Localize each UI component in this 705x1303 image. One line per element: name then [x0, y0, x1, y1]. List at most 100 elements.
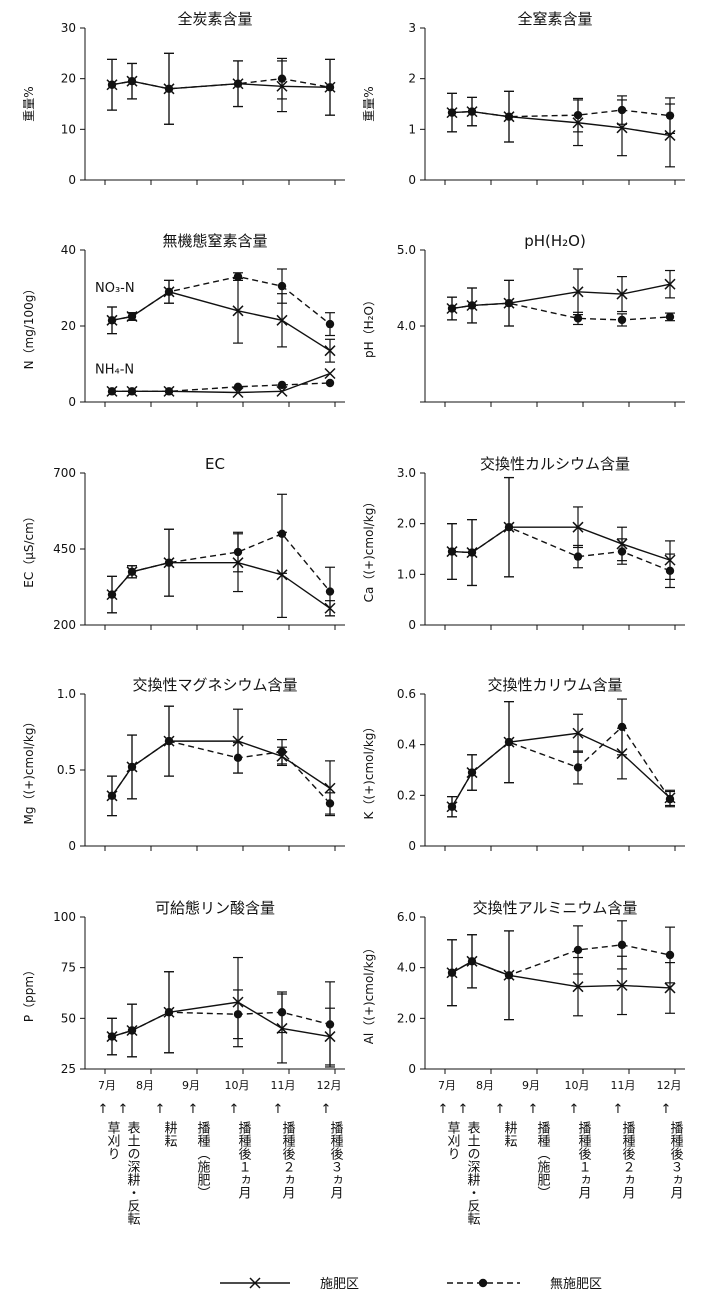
series-line: [111, 1001, 331, 1038]
x-month-label: 11月: [611, 1079, 636, 1092]
data-point: [467, 301, 477, 310]
y-tick-label: 30: [61, 21, 76, 35]
series-line: [451, 960, 671, 989]
data-point: [617, 940, 627, 950]
y-tick-label: 2: [408, 72, 416, 86]
panel-title: 交換性カリウム含量: [487, 676, 622, 694]
chart-panel-0: 全炭素含量 0 10 20 30 重量%: [22, 10, 345, 187]
data-point: [325, 378, 335, 388]
legend-label-fert: 施肥区: [320, 1277, 359, 1292]
event-label: 表土の深耕・反転: [465, 1121, 481, 1226]
data-point: [277, 1008, 287, 1017]
data-point: [233, 79, 243, 88]
series-line: [451, 725, 671, 808]
series-nofert: [447, 920, 675, 1021]
y-tick-label: 0: [408, 839, 416, 853]
series-line: [451, 110, 671, 137]
legend-label-nofert: 無施肥区: [550, 1277, 602, 1292]
event-label: 播種（施肥）: [195, 1121, 211, 1199]
chart-panel-2: 無機態窒素含量 0 20 40 N（mg/100g） NO₃-N NH₄-N: [22, 232, 345, 409]
x-month-label: 7月: [98, 1079, 116, 1092]
y-axis-label: 重量%: [362, 86, 376, 121]
y-tick-label: 2.0: [397, 1011, 416, 1025]
data-point: [127, 312, 137, 321]
legend: 施肥区 無施肥区: [220, 1277, 602, 1292]
panel-title: 交換性カルシウム含量: [480, 455, 630, 473]
data-point: [164, 387, 174, 396]
series-line: [111, 1011, 331, 1038]
series-line: [111, 561, 331, 609]
data-point: [665, 950, 675, 960]
series-nofert: [447, 279, 675, 327]
data-point: [232, 735, 244, 747]
data-point: [665, 111, 675, 120]
y-tick-label: 75: [61, 961, 76, 975]
legend-marker-nofert: [478, 1278, 488, 1288]
data-point: [127, 387, 137, 396]
data-point: [164, 558, 174, 567]
event-arrow: ↑: [495, 1102, 506, 1117]
data-point: [233, 1010, 243, 1019]
series-fert: [446, 930, 676, 1021]
event-arrow: ↑: [569, 1102, 580, 1117]
event-arrow: ↑: [273, 1102, 284, 1117]
series-line: [112, 382, 331, 393]
series-nofert: [447, 698, 675, 818]
data-point: [447, 802, 457, 811]
series-line: [111, 532, 331, 596]
chart-panel-7: 交換性カリウム含量 0 0.2 0.4 0.6 K（(+)cmol/kg）: [362, 676, 685, 853]
data-point: [127, 77, 137, 86]
data-point: [277, 747, 287, 756]
data-point: [573, 552, 583, 561]
series-line: [112, 372, 331, 394]
data-point: [447, 547, 457, 556]
data-point: [616, 979, 628, 991]
series-nofert: [107, 268, 335, 337]
panel-title: 全窒素含量: [517, 10, 592, 28]
data-point: [665, 566, 675, 575]
data-point: [573, 945, 583, 955]
y-tick-label: 0: [408, 618, 416, 632]
series-line: [451, 526, 671, 572]
data-point: [504, 112, 514, 121]
data-point: [276, 569, 288, 581]
y-tick-label: 1.0: [57, 687, 76, 701]
data-point: [277, 529, 287, 538]
y-tick-label: 0.4: [397, 738, 416, 752]
series-fert: [106, 52, 336, 125]
panel-title: 可給態リン酸含量: [155, 899, 275, 917]
series-nofert: [107, 705, 335, 817]
event-label: 播種後２ヵ月: [620, 1121, 636, 1200]
series-fert: [106, 277, 336, 363]
event-arrow: ↑: [229, 1102, 240, 1117]
data-point: [164, 84, 174, 94]
x-month-label: 8月: [136, 1079, 154, 1092]
data-point: [164, 1008, 174, 1017]
data-point: [616, 288, 628, 300]
event-arrow: ↑: [438, 1102, 449, 1117]
data-point: [127, 567, 137, 576]
data-point: [467, 107, 477, 116]
y-tick-label: 0.2: [397, 788, 416, 802]
y-tick-label: 700: [53, 466, 76, 480]
event-label: 草刈り: [445, 1121, 461, 1160]
series-line: [111, 291, 331, 352]
series-line: [111, 77, 331, 90]
data-point: [276, 385, 288, 397]
data-point: [617, 315, 627, 325]
annotation-nh4: NH₄-N: [95, 363, 134, 378]
series-nofert: [107, 493, 335, 617]
y-tick-label: 50: [61, 1011, 76, 1025]
y-tick-label: 3: [408, 21, 416, 35]
y-tick-label: 0: [408, 173, 416, 187]
series-nofert: [107, 378, 335, 396]
data-point: [467, 548, 477, 557]
event-label: 表土の深耕・反転: [125, 1121, 141, 1226]
y-tick-label: 20: [61, 319, 76, 333]
series-line: [111, 740, 331, 804]
y-axis-label: Al（(+)cmol/kg）: [362, 942, 376, 1045]
series-fert: [446, 476, 676, 587]
y-axis-label: 重量%: [22, 86, 36, 121]
data-point: [107, 1032, 117, 1041]
